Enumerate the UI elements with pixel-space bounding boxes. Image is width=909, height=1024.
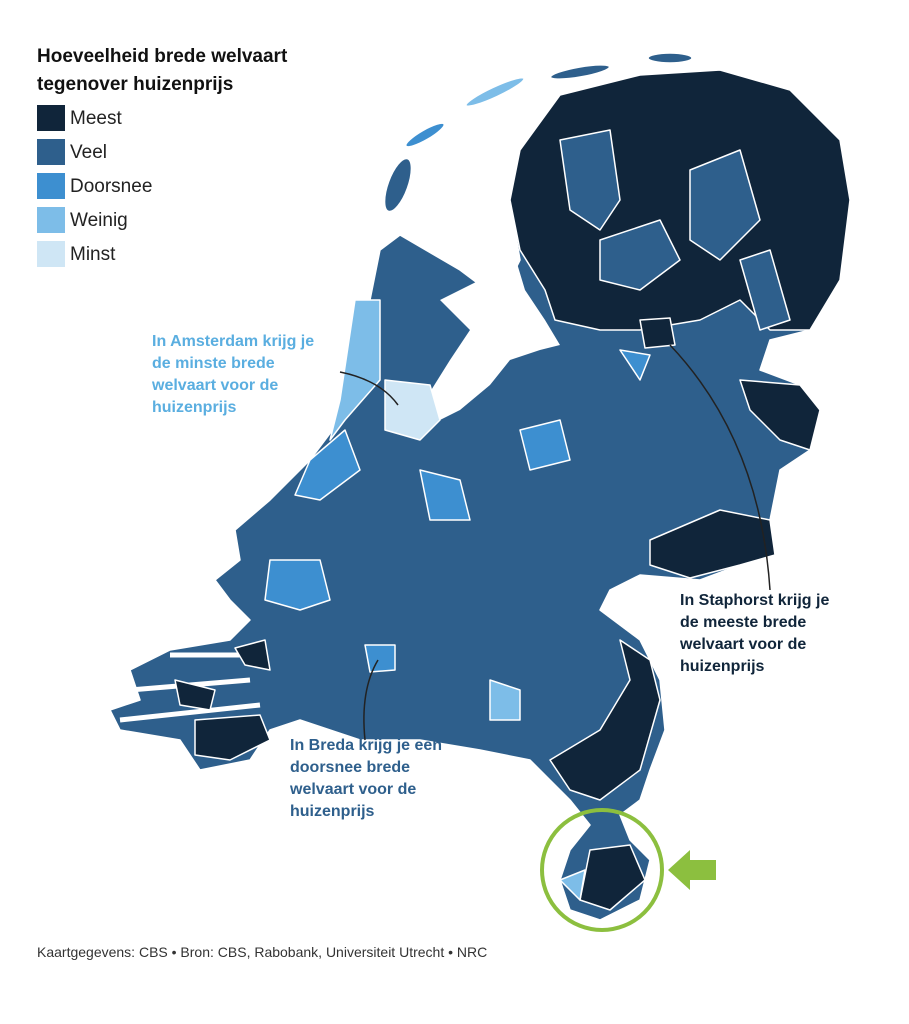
legend-label: Veel [70, 142, 107, 163]
region [234, 639, 271, 671]
island [405, 122, 445, 148]
region [519, 419, 571, 471]
annotation: de minste brede [152, 355, 275, 372]
legend-swatch [37, 173, 65, 199]
arrow [363, 659, 379, 741]
highlight-circle [540, 808, 664, 932]
highlight-arrow [668, 850, 716, 890]
region [174, 679, 216, 711]
region [619, 349, 651, 381]
legend-label: Minst [70, 244, 116, 265]
region [194, 714, 271, 761]
legend-swatch [37, 105, 65, 131]
region [639, 317, 676, 349]
annotation: welvaart voor de [289, 781, 416, 798]
region [264, 559, 331, 611]
annotation: doorsnee brede [290, 759, 410, 776]
legend-swatch [37, 139, 65, 165]
annotation: huizenprijs [290, 803, 375, 820]
region [364, 644, 396, 673]
title: Hoeveelheid brede welvaart [37, 46, 288, 67]
legend-label: Weinig [70, 210, 128, 231]
region [689, 149, 761, 261]
legend-swatch [37, 241, 65, 267]
arrow [669, 344, 771, 591]
region [329, 299, 381, 441]
island [383, 157, 413, 213]
annotation: In Staphorst krijg je [680, 592, 829, 609]
region [739, 379, 821, 451]
region [559, 869, 586, 901]
annotation: welvaart voor de [679, 636, 806, 653]
island [549, 64, 611, 80]
annotation: huizenprijs [152, 399, 237, 416]
region [509, 69, 851, 331]
region [739, 249, 791, 331]
arrow [339, 371, 399, 406]
ijsselmeer [425, 240, 560, 420]
legend-swatch [37, 207, 65, 233]
legend-label: Doorsnee [70, 176, 152, 197]
island [465, 76, 525, 108]
annotation: de meeste brede [680, 614, 806, 631]
annotation: In Amsterdam krijg je [152, 333, 314, 350]
region [419, 469, 471, 521]
region [384, 379, 441, 441]
title: tegenover huizenprijs [37, 74, 233, 95]
annotation: huizenprijs [680, 658, 765, 675]
region [549, 639, 661, 801]
legend-label: Meest [70, 108, 122, 129]
region [559, 129, 621, 231]
map [109, 52, 851, 932]
region [649, 509, 776, 579]
region [294, 429, 361, 501]
annotation: In Breda krijg je een [290, 737, 442, 754]
region [489, 679, 521, 721]
region [599, 219, 681, 291]
legend: Meest Veel Doorsnee Weinig Minst [37, 105, 152, 267]
island [647, 52, 693, 64]
annotation: welvaart voor de [151, 377, 278, 394]
source: Kaartgegevens: CBS • Bron: CBS, Rabobank… [37, 944, 487, 960]
annotations: In Amsterdam krijg je de minste brede welv… [151, 333, 829, 820]
